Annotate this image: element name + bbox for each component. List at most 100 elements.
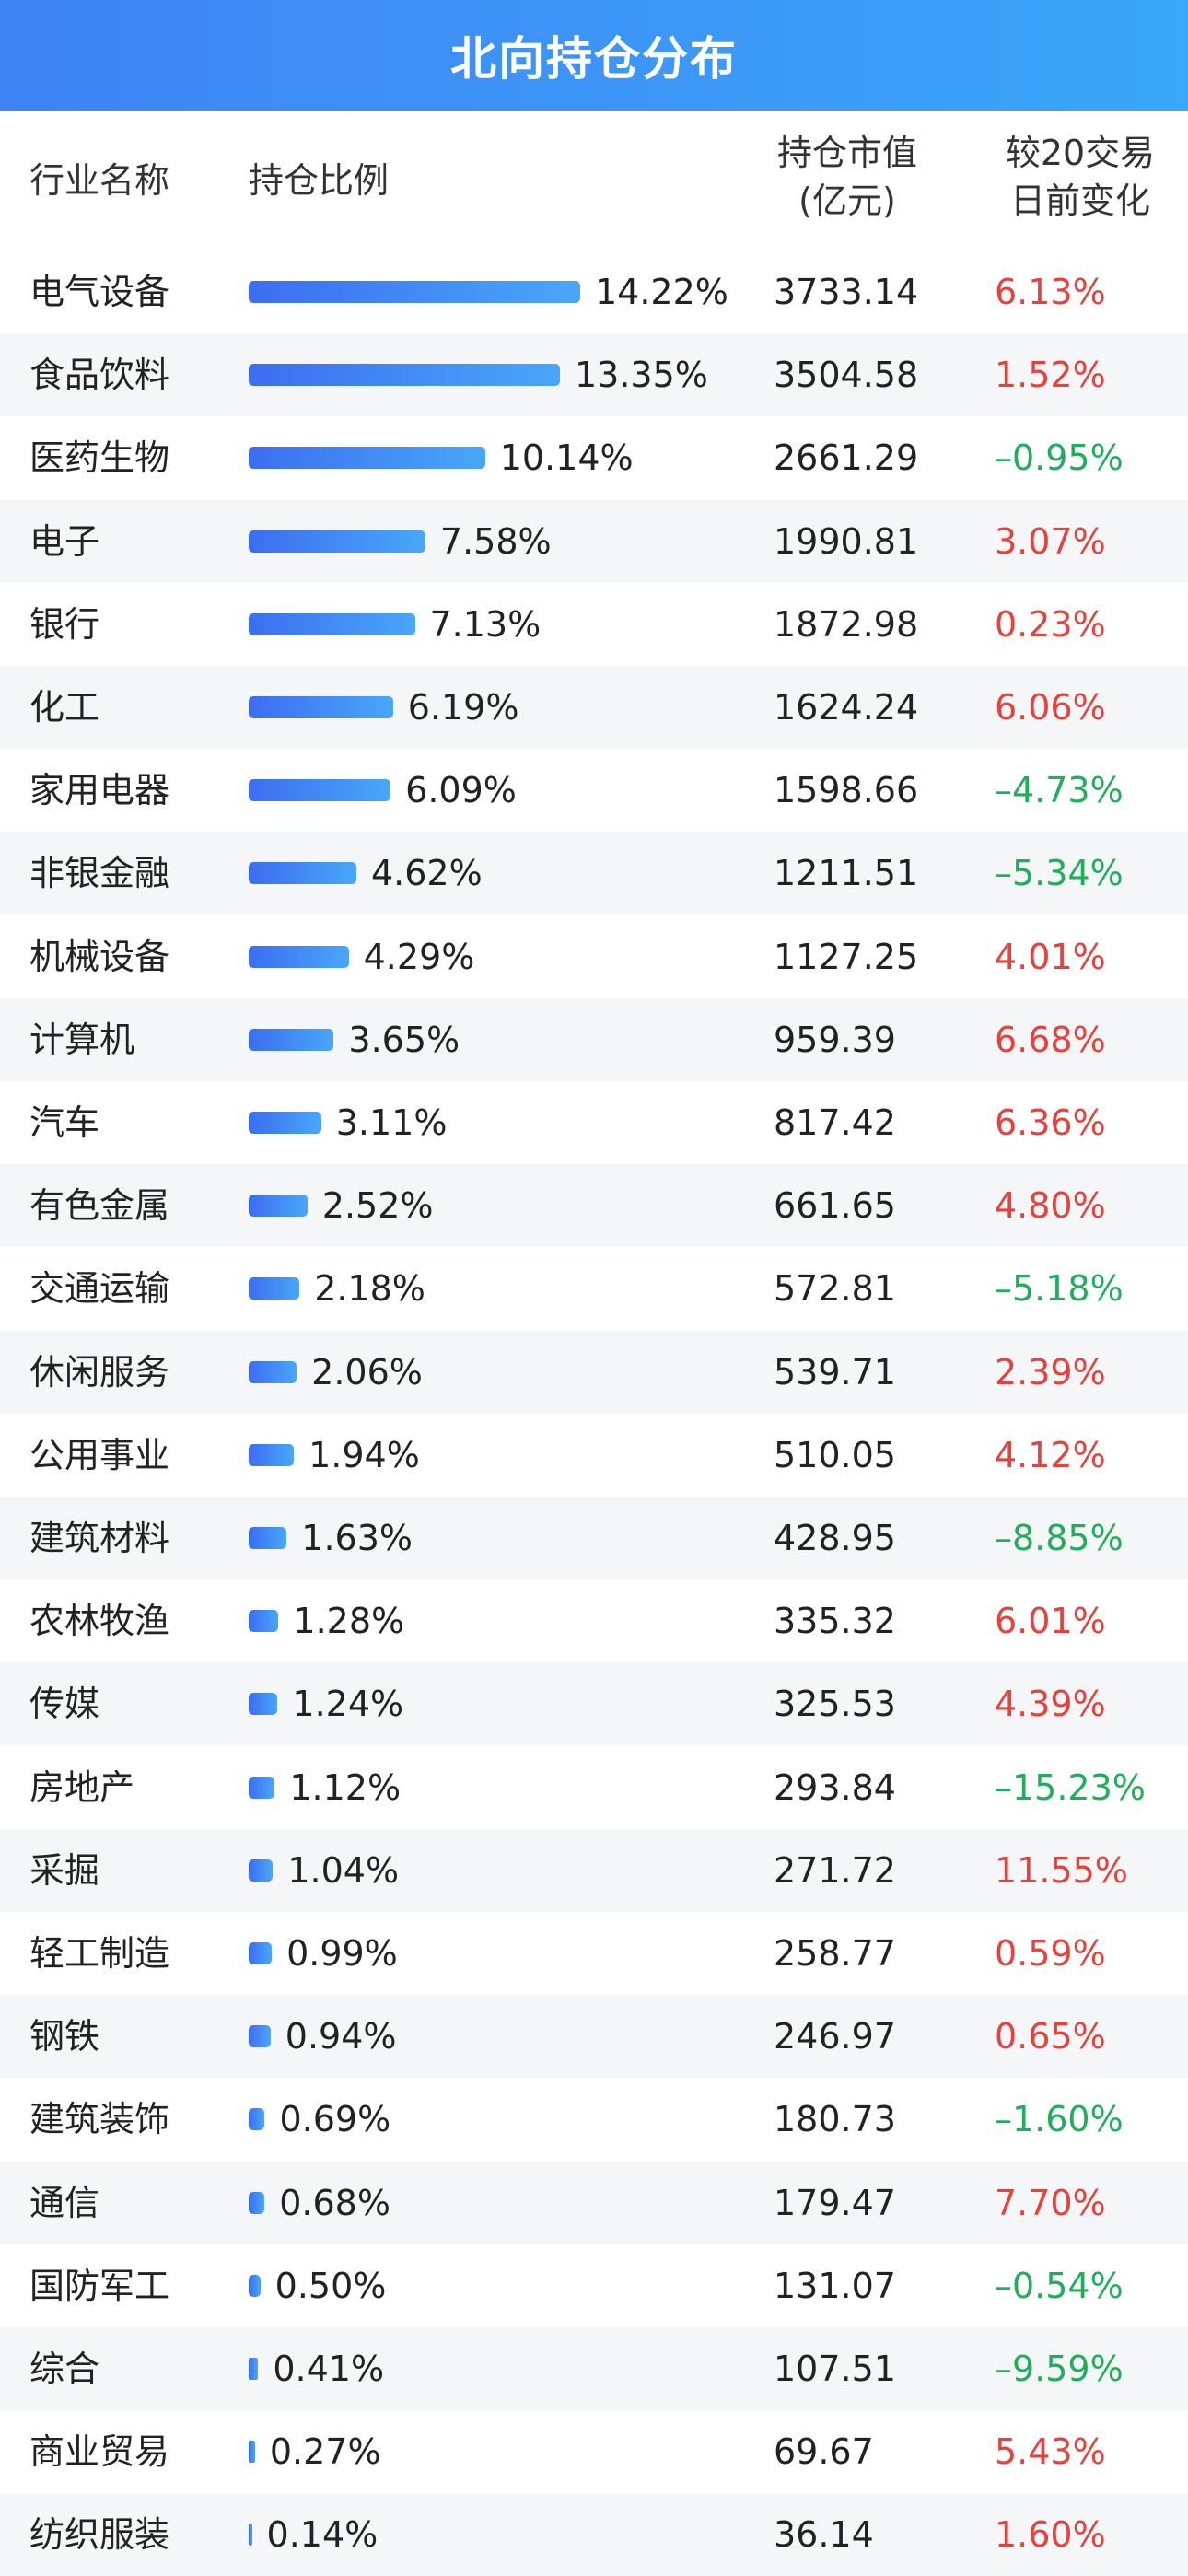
ratio-label: 6.19% <box>407 687 519 728</box>
table-row: 汽车 3.11% 817.42 6.36% <box>0 1081 1188 1164</box>
table-row: 商业贸易 0.27% 69.67 5.43% <box>0 2410 1188 2493</box>
market-value: 1598.66 <box>774 770 919 811</box>
header-value: 持仓市值 (亿元) <box>774 129 921 225</box>
ratio-label: 3.11% <box>335 1102 448 1143</box>
industry-name: 国防军工 <box>29 2265 170 2306</box>
ratio-label: 6.09% <box>405 770 517 811</box>
market-value: 661.65 <box>774 1185 896 1227</box>
industry-name: 食品饮料 <box>29 355 170 396</box>
ratio-bar <box>249 612 415 635</box>
change-value: –0.95% <box>995 437 1124 479</box>
change-value: –4.73% <box>995 770 1124 811</box>
change-value: 0.59% <box>995 1933 1106 1974</box>
change-value: –1.60% <box>995 2099 1124 2140</box>
industry-name: 休闲服务 <box>29 1351 170 1393</box>
market-value: 325.53 <box>774 1684 896 1725</box>
table-row: 有色金属 2.52% 661.65 4.80% <box>0 1164 1188 1248</box>
market-value: 2661.29 <box>774 437 919 479</box>
industry-name: 采掘 <box>29 1849 100 1891</box>
ratio-bar <box>249 2108 265 2131</box>
ratio-bar <box>249 1360 297 1383</box>
industry-name: 通信 <box>29 2182 100 2223</box>
industry-name: 非银金融 <box>29 853 170 894</box>
ratio-label: 0.14% <box>266 2514 379 2556</box>
industry-name: 化工 <box>29 687 100 728</box>
ratio-label: 13.35% <box>574 355 708 396</box>
ratio-bar <box>249 1277 300 1300</box>
ratio-label: 7.58% <box>439 520 552 562</box>
ratio-bar <box>249 2025 271 2048</box>
ratio-label: 10.14% <box>499 437 634 479</box>
industry-name: 电气设备 <box>29 272 170 312</box>
industry-name: 汽车 <box>29 1102 100 1143</box>
change-value: –15.23% <box>995 1766 1146 1808</box>
change-value: 6.13% <box>995 272 1106 312</box>
table-row: 房地产 1.12% 293.84 –15.23% <box>0 1746 1188 1829</box>
change-value: –9.59% <box>995 2349 1124 2389</box>
table-row: 机械设备 4.29% 1127.25 4.01% <box>0 915 1188 998</box>
page-title: 北向持仓分布 <box>450 32 738 86</box>
market-value: 131.07 <box>774 2265 896 2306</box>
market-value: 246.97 <box>774 2016 896 2057</box>
change-value: –5.18% <box>995 1268 1124 1310</box>
change-value: 4.80% <box>995 1185 1106 1227</box>
ratio-bar <box>249 1942 273 1964</box>
table-row: 建筑装饰 0.69% 180.73 –1.60% <box>0 2078 1188 2161</box>
ratio-label: 3.65% <box>348 1019 460 1060</box>
change-value: 5.43% <box>995 2431 1106 2473</box>
table-row: 轻工制造 0.99% 258.77 0.59% <box>0 1912 1188 1995</box>
table-row: 国防军工 0.50% 131.07 –0.54% <box>0 2244 1188 2327</box>
table-row: 医药生物 10.14% 2661.29 –0.95% <box>0 416 1188 499</box>
market-value: 271.72 <box>774 1849 896 1891</box>
market-value: 107.51 <box>774 2349 896 2389</box>
ratio-bar <box>249 364 560 387</box>
ratio-label: 2.52% <box>321 1185 434 1227</box>
market-value: 335.32 <box>774 1601 896 1642</box>
industry-name: 交通运输 <box>29 1268 170 1310</box>
ratio-label: 1.24% <box>292 1684 404 1725</box>
change-value: 4.12% <box>995 1434 1106 1475</box>
change-value: –0.54% <box>995 2265 1124 2306</box>
change-value: 6.01% <box>995 1601 1106 1642</box>
ratio-bar <box>249 1527 287 1549</box>
ratio-bar <box>249 2358 259 2380</box>
market-value: 1990.81 <box>774 520 919 562</box>
table-row: 通信 0.68% 179.47 7.70% <box>0 2161 1188 2244</box>
ratio-label: 0.68% <box>279 2182 390 2223</box>
market-value: 293.84 <box>774 1766 896 1808</box>
market-value: 959.39 <box>774 1019 896 1060</box>
table-row: 电气设备 14.22% 3733.14 6.13% <box>0 251 1188 333</box>
header-change-line1: 较20交易 <box>1005 133 1156 173</box>
ratio-label: 2.06% <box>311 1351 423 1393</box>
ratio-label: 0.94% <box>285 2016 397 2057</box>
industry-name: 电子 <box>29 520 100 562</box>
ratio-bar <box>249 945 349 968</box>
ratio-label: 1.63% <box>301 1518 413 1558</box>
ratio-bar <box>249 530 425 553</box>
ratio-bar <box>249 1443 295 1466</box>
industry-name: 公用事业 <box>29 1434 170 1475</box>
industry-name: 机械设备 <box>29 936 170 977</box>
ratio-bar <box>249 1693 278 1716</box>
table-row: 钢铁 0.94% 246.97 0.65% <box>0 1995 1188 2079</box>
ratio-bar <box>249 779 391 802</box>
market-value: 1872.98 <box>774 603 919 645</box>
market-value: 817.42 <box>774 1102 896 1143</box>
table-row: 化工 6.19% 1624.24 6.06% <box>0 666 1188 749</box>
table-row: 交通运输 2.18% 572.81 –5.18% <box>0 1247 1188 1330</box>
industry-name: 计算机 <box>29 1019 135 1060</box>
market-value: 180.73 <box>774 2099 896 2140</box>
table-header: 行业名称 持仓比例 持仓市值 (亿元) 较20交易 日前变化 <box>0 111 1188 251</box>
header-ratio: 持仓比例 <box>249 160 390 201</box>
table-row: 休闲服务 2.06% 539.71 2.39% <box>0 1330 1188 1414</box>
change-value: 4.01% <box>995 936 1106 977</box>
ratio-label: 4.29% <box>363 936 475 977</box>
industry-name: 商业贸易 <box>29 2431 170 2473</box>
ratio-label: 1.94% <box>309 1434 420 1475</box>
market-value: 36.14 <box>774 2514 874 2556</box>
market-value: 1624.24 <box>774 687 919 728</box>
table-row: 综合 0.41% 107.51 –9.59% <box>0 2327 1188 2410</box>
market-value: 428.95 <box>774 1518 896 1558</box>
industry-name: 传媒 <box>29 1684 100 1725</box>
industry-name: 钢铁 <box>29 2016 100 2057</box>
